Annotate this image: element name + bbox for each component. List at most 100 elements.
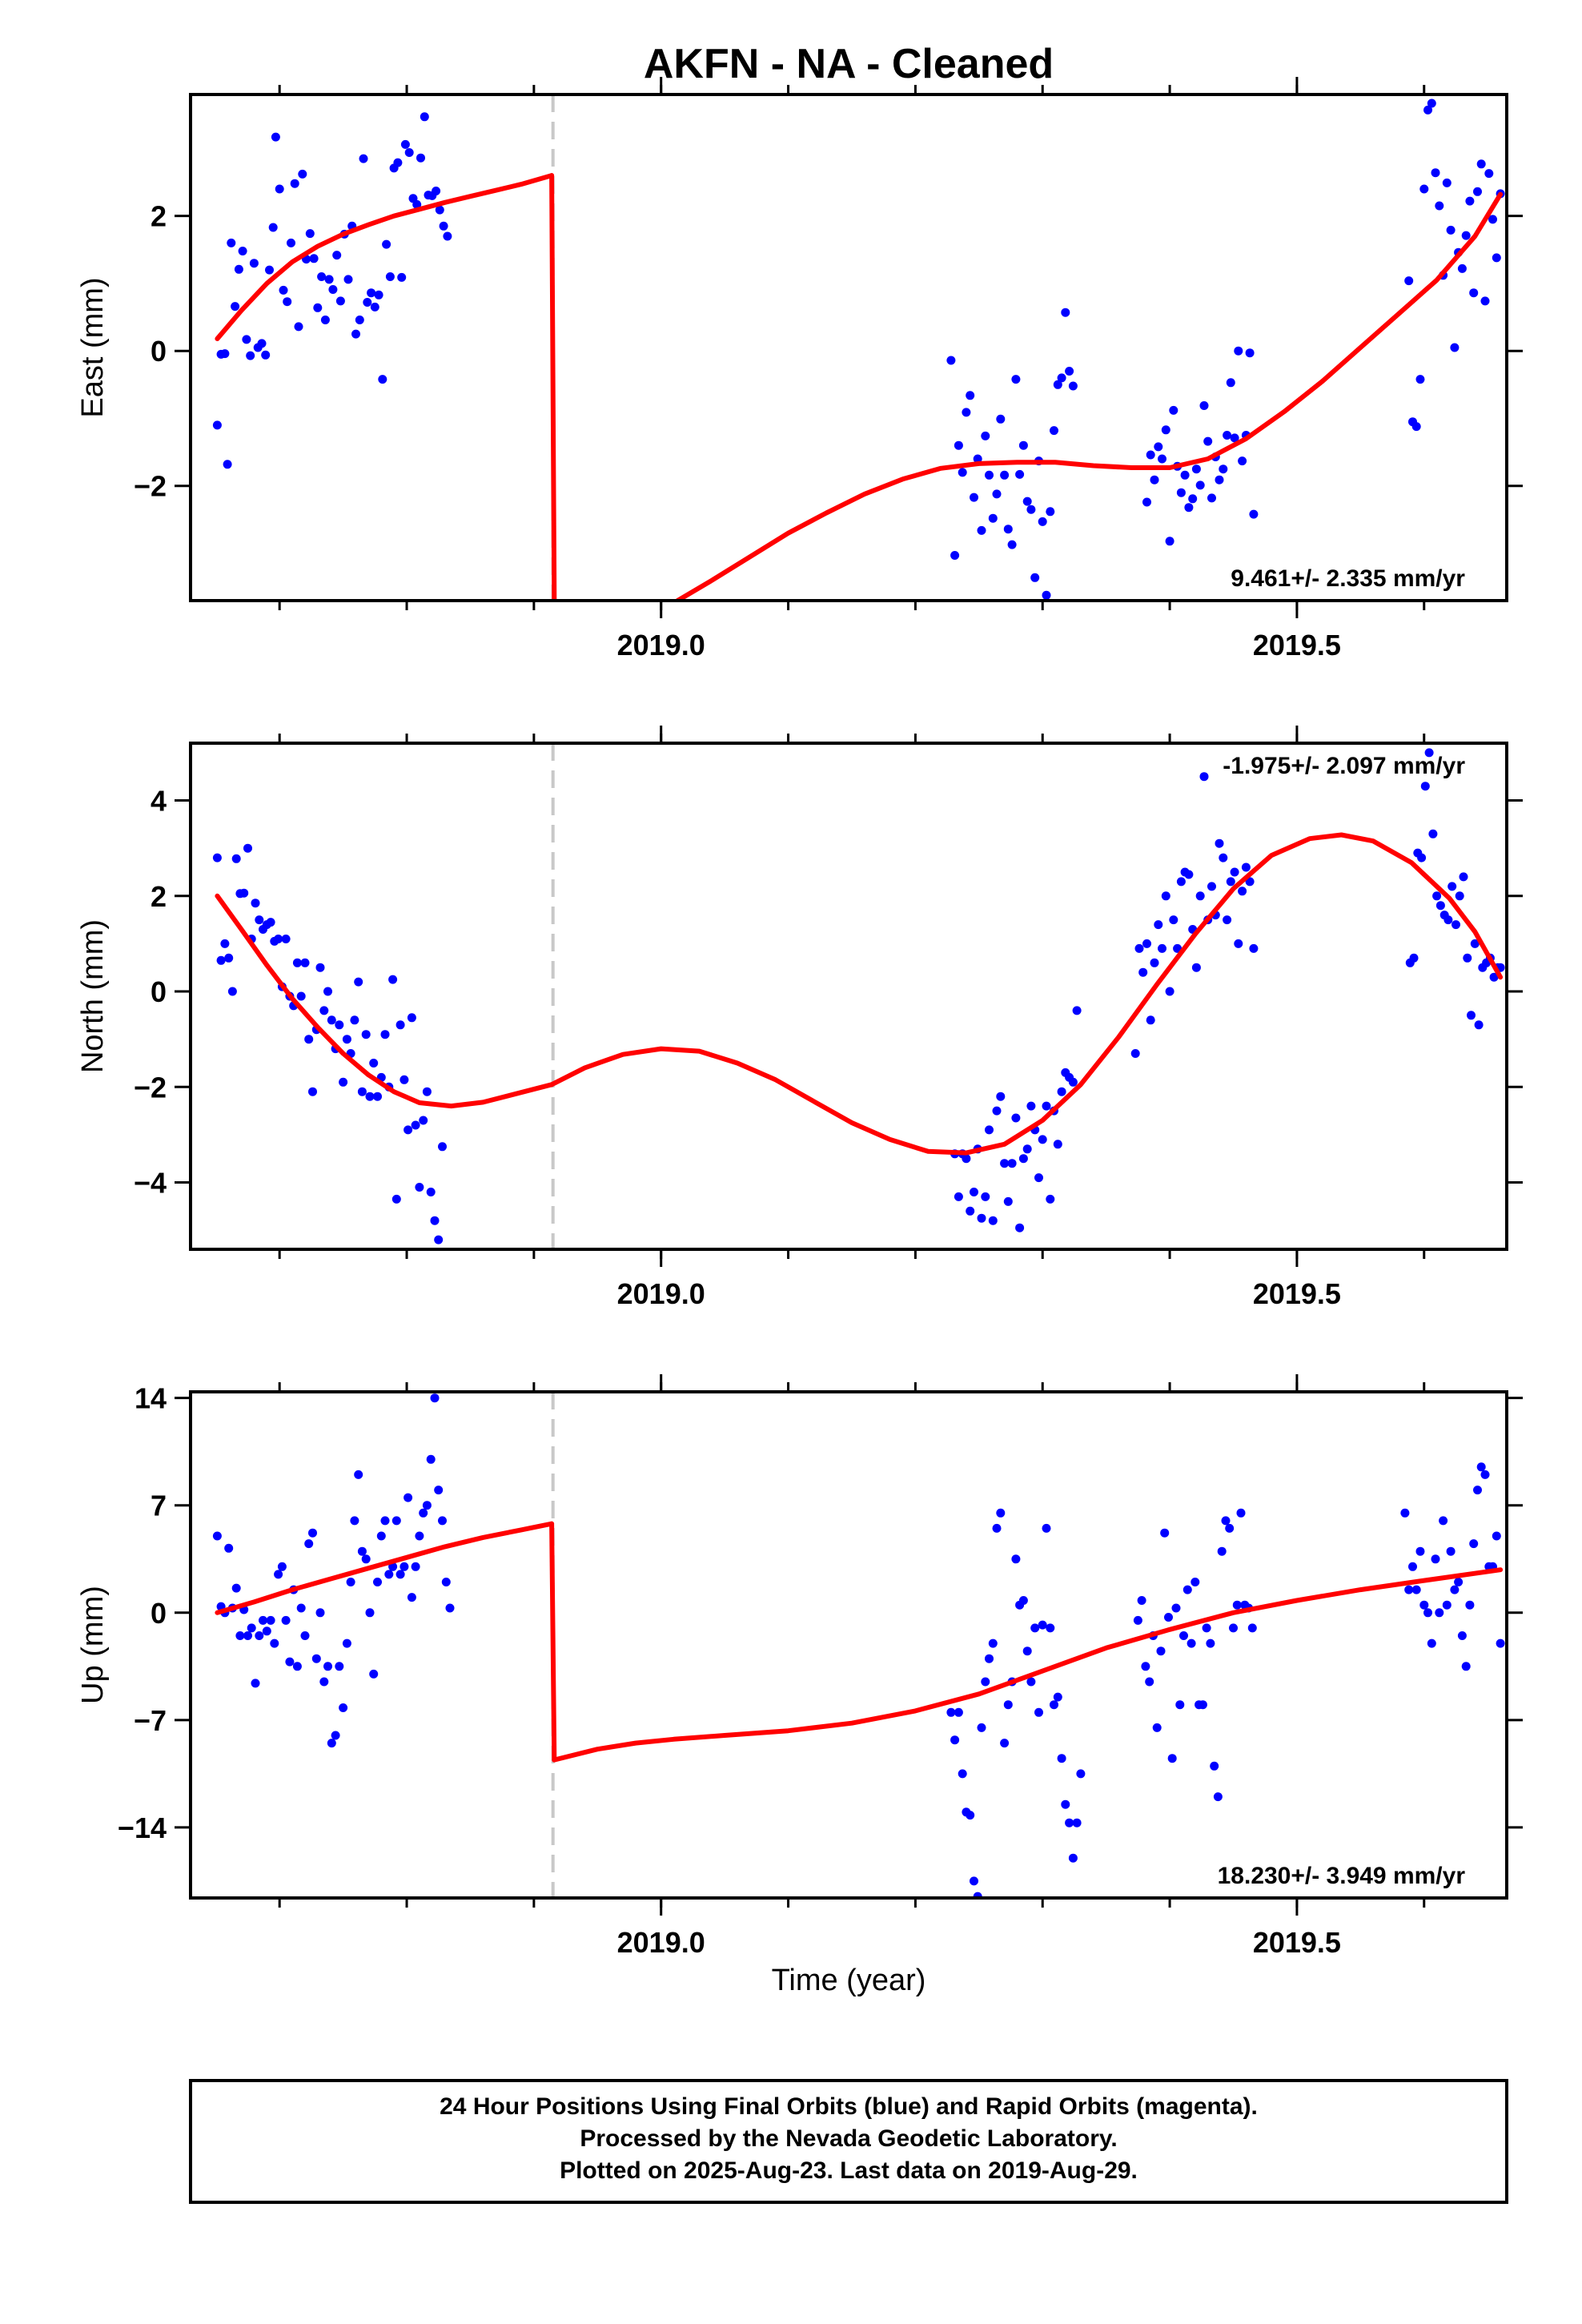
north-data-point (1447, 882, 1457, 891)
up-data-point (981, 1677, 990, 1687)
north-data-point (335, 1020, 344, 1030)
north-data-point (266, 918, 275, 927)
north-y-tick-label: −2 (134, 1071, 167, 1104)
up-data-point (1179, 1631, 1188, 1640)
north-data-point (1219, 853, 1228, 862)
up-data-point (365, 1608, 375, 1618)
east-data-point (1492, 253, 1501, 263)
up-data-point (1068, 1853, 1078, 1863)
east-data-point (1226, 378, 1235, 388)
east-data-point (954, 440, 963, 450)
north-data-point (365, 1092, 375, 1101)
up-data-point (323, 1662, 332, 1671)
up-data-point (311, 1654, 321, 1663)
up-data-point (434, 1486, 444, 1495)
east-data-point (261, 350, 271, 360)
east-data-point (1068, 381, 1078, 391)
north-data-point (1417, 853, 1427, 862)
up-data-point (1186, 1638, 1196, 1648)
east-data-point (958, 468, 967, 477)
east-data-point (370, 302, 379, 312)
north-data-point (1134, 943, 1144, 953)
north-data-point (1003, 1196, 1013, 1206)
north-data-point (220, 939, 230, 948)
east-data-point (1050, 426, 1058, 436)
east-data-point (212, 420, 222, 430)
east-data-point (412, 199, 422, 209)
up-data-point (296, 1603, 306, 1613)
up-data-point (1061, 1799, 1070, 1809)
north-data-point (1223, 915, 1232, 925)
east-data-point (317, 272, 327, 281)
up-data-point (247, 1623, 256, 1633)
up-data-point (1408, 1562, 1417, 1571)
up-data-point (1232, 1600, 1242, 1610)
up-data-point (958, 1769, 967, 1779)
east-data-point (298, 169, 307, 179)
up-data-point (950, 1735, 960, 1745)
east-data-point (335, 296, 345, 306)
up-data-point (331, 1731, 340, 1740)
north-data-point (1226, 877, 1235, 887)
east-data-point (1053, 380, 1062, 389)
north-data-point (323, 987, 332, 996)
footer-line-3: Plotted on 2025-Aug-23. Last data on 201… (560, 2157, 1138, 2184)
up-data-point (224, 1543, 234, 1553)
up-data-point (354, 1470, 363, 1479)
up-frame (189, 1390, 1508, 1900)
east-data-point (435, 205, 444, 215)
up-data-point (415, 1531, 424, 1541)
up-data-point (346, 1578, 355, 1586)
up-data-point (1137, 1596, 1146, 1605)
up-data-point (1202, 1623, 1211, 1633)
up-data-point (1160, 1528, 1170, 1538)
east-data-point (1000, 470, 1010, 480)
up-data-point (266, 1615, 275, 1625)
north-data-point (380, 1030, 390, 1039)
up-data-point (1053, 1692, 1062, 1702)
east-y-tick-label: −2 (134, 470, 167, 503)
x-axis-label: Time (year) (772, 1964, 926, 1997)
up-data-point (1145, 1677, 1154, 1687)
up-data-point (243, 1631, 252, 1640)
up-data-point (369, 1669, 379, 1679)
east-data-point (257, 339, 267, 348)
north-data-point (1420, 782, 1430, 791)
north-data-point (1238, 887, 1247, 896)
up-data-point (1411, 1585, 1421, 1594)
north-data-point (255, 915, 264, 925)
north-data-point (274, 935, 283, 943)
north-data-point (434, 1235, 444, 1244)
east-data-point (1450, 343, 1460, 352)
north-data-point (373, 1092, 382, 1101)
north-data-point (315, 963, 325, 972)
up-data-point (1072, 1818, 1082, 1827)
north-data-point (354, 977, 363, 987)
north-data-point (1169, 915, 1178, 925)
north-panel: 2019.0 2019.5 −4 −2 0 2 4 North (mm) -1.975+/- 2… (76, 726, 1523, 1310)
up-data-point (357, 1546, 367, 1556)
up-data-point (274, 1570, 283, 1579)
north-data-point (1459, 872, 1468, 882)
north-data-point (1000, 1159, 1010, 1168)
up-data-point (308, 1528, 317, 1538)
up-data-point (1415, 1546, 1425, 1556)
north-data-point (1138, 967, 1148, 977)
up-data-point (970, 1876, 978, 1886)
up-data-point (1419, 1600, 1429, 1610)
footer-frame (189, 2079, 1508, 2204)
north-data-point (1018, 1154, 1028, 1164)
up-fit-line (552, 1567, 1504, 1763)
up-data-point (996, 1508, 1006, 1518)
up-data-point (251, 1679, 260, 1688)
north-data-point (407, 1013, 416, 1023)
east-data-point (355, 316, 364, 324)
north-data-point (1249, 943, 1259, 953)
up-data-point (1446, 1546, 1456, 1556)
east-data-point (268, 223, 278, 232)
north-data-point (1176, 877, 1186, 887)
east-data-point (1046, 507, 1055, 517)
east-data-point (1435, 201, 1444, 211)
north-data-point (1470, 939, 1480, 948)
north-data-point (369, 1059, 379, 1068)
